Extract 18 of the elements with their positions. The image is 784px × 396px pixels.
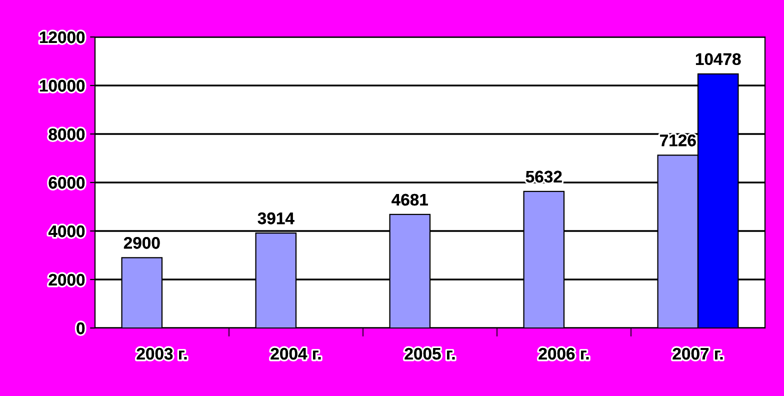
x-tick-label: 2005 г. [404,348,455,360]
y-tick-label: 6000 [48,176,85,189]
data-label: 5632 [526,170,562,183]
x-tick-label: 2003 г. [136,348,187,360]
y-tick-label: 12000 [40,31,85,44]
y-tick-label: 2000 [48,274,85,286]
x-tick-label: 2006 г. [538,348,589,360]
x-tick-label: 2007 г. [672,348,723,360]
y-tick-label: 10000 [40,80,85,92]
data-label: 10478 [696,53,741,66]
y-tick-label: 0 [76,322,85,334]
x-tick-label: 2004 г. [270,348,321,360]
data-label: 4681 [392,194,428,206]
data-label: 7126 [660,134,696,146]
data-label: 2900 [124,237,160,249]
y-tick-label: 4000 [48,225,85,238]
data-label: 3914 [258,212,294,224]
y-tick-label: 8000 [48,128,85,140]
